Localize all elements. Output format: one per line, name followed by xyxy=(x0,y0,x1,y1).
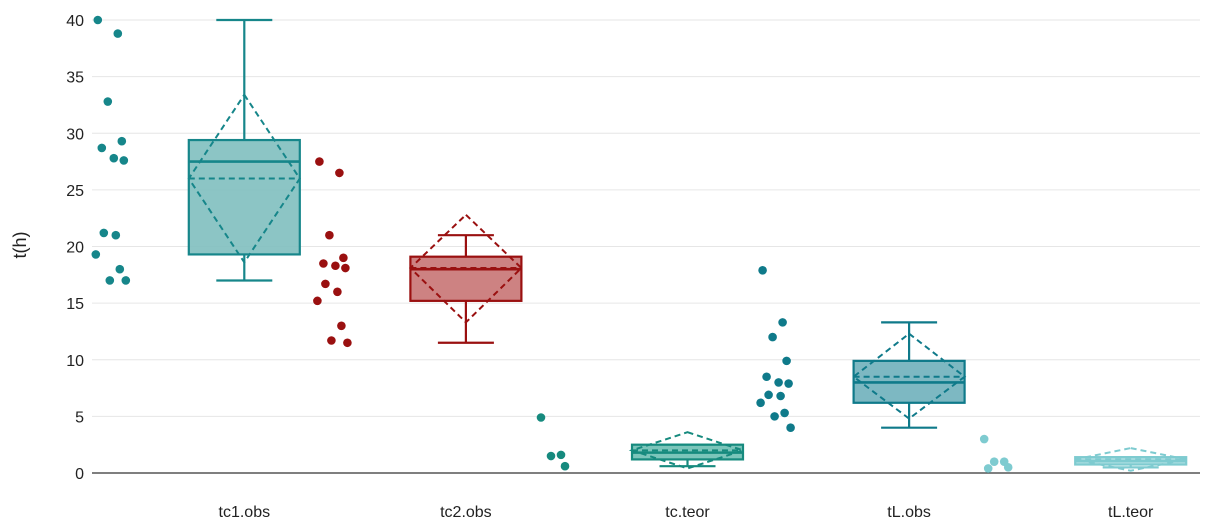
data-point xyxy=(113,29,123,38)
data-point xyxy=(556,450,566,460)
mean-sd-diamond xyxy=(851,332,967,420)
data-point xyxy=(99,228,109,238)
data-point xyxy=(109,153,119,163)
y-tick-label: 30 xyxy=(66,126,84,143)
data-point xyxy=(762,372,771,382)
data-point xyxy=(111,230,121,240)
box-plot-tc.teor xyxy=(536,413,747,471)
data-point xyxy=(784,379,793,388)
x-tick-label: tL.obs xyxy=(887,504,931,521)
y-tick-label: 0 xyxy=(75,466,84,483)
data-point xyxy=(315,157,324,166)
data-point xyxy=(105,276,115,285)
box-plot-tc2.obs xyxy=(313,157,523,348)
y-tick-label: 25 xyxy=(66,183,84,200)
data-point xyxy=(979,434,989,444)
data-point xyxy=(117,136,127,146)
data-point xyxy=(337,321,346,331)
data-point xyxy=(321,279,330,289)
y-tick-label: 20 xyxy=(66,240,84,257)
mean-sd-diamond xyxy=(408,213,523,324)
box-plot-tL.obs xyxy=(756,265,967,433)
data-point xyxy=(327,336,336,345)
data-point xyxy=(339,253,348,263)
x-tick-label: tc1.obs xyxy=(219,504,271,521)
data-point xyxy=(91,250,101,259)
box-plot-tc1.obs xyxy=(91,15,301,285)
data-point xyxy=(103,97,113,106)
y-tick-label: 5 xyxy=(75,409,84,426)
mean-sd-diamond xyxy=(628,431,747,470)
data-point xyxy=(1003,463,1013,472)
data-point xyxy=(786,423,795,433)
data-point xyxy=(770,412,779,421)
data-point xyxy=(331,261,340,271)
data-point xyxy=(93,15,103,25)
data-point xyxy=(778,318,787,327)
data-point xyxy=(121,276,131,285)
y-tick-label: 40 xyxy=(66,13,84,30)
data-point xyxy=(546,451,556,461)
data-point xyxy=(333,287,342,297)
mean-sd-diamond xyxy=(187,92,301,265)
y-tick-label: 15 xyxy=(66,296,84,313)
box-plot-tL.teor xyxy=(979,434,1188,473)
data-point xyxy=(764,390,773,400)
y-tick-label: 35 xyxy=(66,70,84,87)
y-tick-label: 10 xyxy=(66,353,84,370)
data-point xyxy=(536,413,546,422)
data-point xyxy=(115,264,125,274)
data-point xyxy=(782,356,791,366)
data-point xyxy=(313,296,322,306)
data-point xyxy=(756,398,765,408)
data-point xyxy=(560,461,570,471)
box-plots xyxy=(91,15,1188,473)
data-point xyxy=(335,168,344,178)
data-point xyxy=(776,391,785,401)
x-tick-label: tL.teor xyxy=(1108,504,1154,521)
data-point xyxy=(119,156,129,165)
data-point xyxy=(989,457,999,466)
data-point xyxy=(758,265,767,275)
data-point xyxy=(325,230,334,240)
box-iqr xyxy=(187,138,301,256)
x-tick-label: tc2.obs xyxy=(440,504,492,521)
x-axis: tc1.obs tc2.obs tc.teor tL.obs tL.teor xyxy=(92,472,1200,521)
y-axis-label: t(h) xyxy=(10,232,30,259)
x-tick-label: tc.teor xyxy=(665,504,710,521)
data-point xyxy=(780,408,789,418)
data-point xyxy=(774,378,783,387)
data-point xyxy=(341,263,350,273)
data-point xyxy=(343,338,352,348)
data-point xyxy=(983,464,993,473)
data-point xyxy=(768,332,777,342)
data-point xyxy=(319,259,328,268)
mean-sd-diamond xyxy=(1075,447,1187,472)
y-axis: 0 5 10 15 20 25 30 35 40 xyxy=(66,13,84,483)
data-point xyxy=(97,143,107,153)
box-iqr xyxy=(409,255,523,302)
